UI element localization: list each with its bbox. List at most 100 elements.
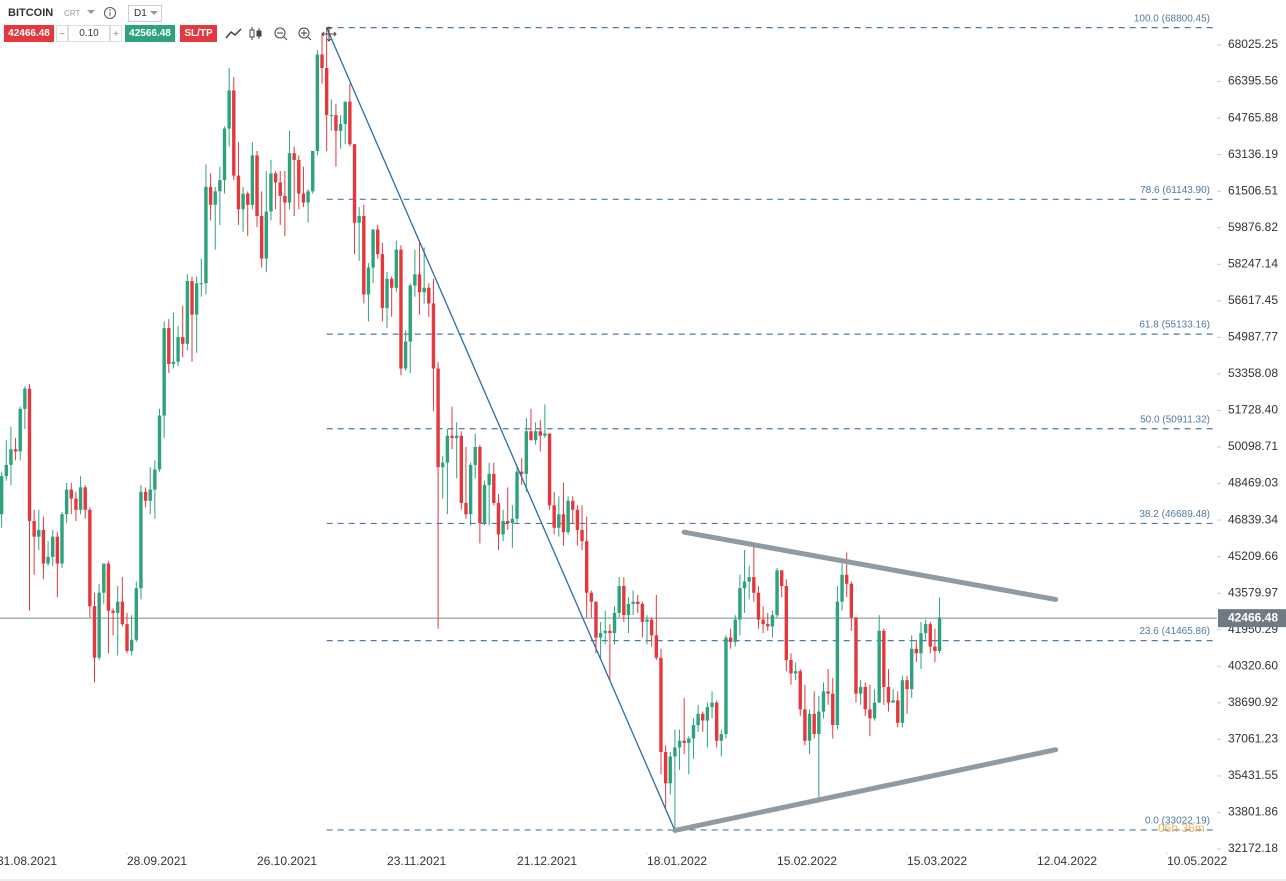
candle-body xyxy=(27,388,32,521)
candle-body xyxy=(640,603,645,622)
candle-body xyxy=(60,514,64,564)
candle-body xyxy=(831,693,835,726)
candle-body xyxy=(51,536,55,557)
candle-body xyxy=(701,713,705,721)
candle-body xyxy=(937,617,942,652)
candle-body xyxy=(445,435,450,463)
candle-body xyxy=(116,601,120,613)
y-tick-label: 37061.23 xyxy=(1228,732,1278,746)
candle-body xyxy=(687,738,691,743)
candle-body xyxy=(492,473,496,504)
candle-body xyxy=(840,574,844,602)
fib-label: 78.6 (61143.90) xyxy=(1140,185,1210,196)
candle-tool[interactable] xyxy=(249,27,262,40)
candle-body xyxy=(450,435,454,439)
candle-body xyxy=(617,586,621,613)
candle-body xyxy=(88,509,92,607)
candle-body xyxy=(343,101,347,125)
volume-input[interactable]: 0.10 xyxy=(68,25,110,42)
candle-body xyxy=(139,491,143,589)
candle-body xyxy=(106,563,111,611)
candle-body xyxy=(92,606,97,658)
x-tick-label: 12.04.2022 xyxy=(1037,854,1097,868)
candle-body xyxy=(120,601,125,625)
candle-body xyxy=(413,274,417,286)
candle-body xyxy=(222,128,227,181)
candle-body xyxy=(793,671,798,674)
candle-body xyxy=(208,186,213,205)
candle-body xyxy=(728,637,733,643)
candle-body xyxy=(752,577,756,593)
candle-body xyxy=(111,610,115,613)
sell-button[interactable]: 42466.48 xyxy=(4,25,54,42)
y-tick-label: 63136.19 xyxy=(1228,147,1278,161)
candle-body xyxy=(227,90,231,129)
candle-body xyxy=(631,601,635,604)
candle-body xyxy=(338,124,343,131)
candle-body xyxy=(389,278,394,288)
candle-body xyxy=(403,341,408,369)
candle-body xyxy=(714,702,719,741)
info-icon[interactable] xyxy=(103,6,117,23)
candle-body xyxy=(770,615,775,627)
candle-body xyxy=(380,254,385,308)
candle-body xyxy=(705,707,710,721)
candle-body xyxy=(914,648,919,654)
candle-body xyxy=(269,173,273,212)
candle-body xyxy=(524,431,529,474)
candle-body xyxy=(259,215,264,259)
candle-body xyxy=(241,193,245,210)
candle-body xyxy=(812,713,816,735)
y-tick-label: 40320.60 xyxy=(1228,658,1278,672)
candle-body xyxy=(55,536,60,564)
candle-body xyxy=(928,624,932,647)
candle-body xyxy=(821,691,826,712)
candle-body xyxy=(324,67,329,116)
candle-body xyxy=(264,211,269,259)
zoom-out[interactable] xyxy=(274,27,288,41)
candle-body xyxy=(129,639,134,652)
y-tick-label: 53358.08 xyxy=(1228,366,1278,380)
candle-body xyxy=(747,577,751,582)
candle-body xyxy=(478,446,482,524)
candle-body xyxy=(283,195,287,203)
y-tick-label: 54987.77 xyxy=(1228,330,1278,344)
symbol-dropdown[interactable] xyxy=(86,9,96,26)
plot-area xyxy=(0,26,1217,833)
candle-body xyxy=(441,462,445,468)
candle-body xyxy=(584,541,589,593)
candle-body xyxy=(515,471,519,519)
candle-body xyxy=(561,514,566,533)
candle-body xyxy=(102,563,106,593)
candle-body xyxy=(18,408,22,452)
candle-body xyxy=(719,734,724,741)
candle-body xyxy=(320,54,324,68)
candle-body xyxy=(844,574,849,584)
line-tool[interactable] xyxy=(225,28,242,39)
move-tool[interactable] xyxy=(321,26,337,42)
candle-body xyxy=(297,159,301,194)
candle-body xyxy=(334,115,338,131)
buy-button[interactable]: 42566.48 xyxy=(125,25,175,42)
candle-body xyxy=(278,182,282,196)
candle-body xyxy=(32,520,36,537)
y-tick-label: 68025.25 xyxy=(1228,37,1278,51)
symbol[interactable]: BITCOIN xyxy=(8,7,54,19)
interval-select[interactable]: D1 xyxy=(128,5,162,22)
volume-plus[interactable]: + xyxy=(110,25,122,42)
candle-body xyxy=(645,619,649,622)
candle-body xyxy=(329,115,334,117)
y-tick-label: 46839.34 xyxy=(1228,512,1278,526)
volume-minus[interactable]: − xyxy=(56,25,68,42)
candle-body xyxy=(756,592,761,620)
zoom-in[interactable] xyxy=(298,27,312,41)
candle-body xyxy=(533,431,538,441)
sltp-button[interactable]: SL/TP xyxy=(180,25,217,42)
candle-body xyxy=(153,469,157,490)
candle-body xyxy=(673,747,677,757)
current-price-badge xyxy=(1218,609,1286,628)
candle-body xyxy=(691,725,696,739)
candle-body xyxy=(598,633,603,638)
y-tick-label: 50098.71 xyxy=(1228,439,1278,453)
candle-body xyxy=(589,592,594,602)
